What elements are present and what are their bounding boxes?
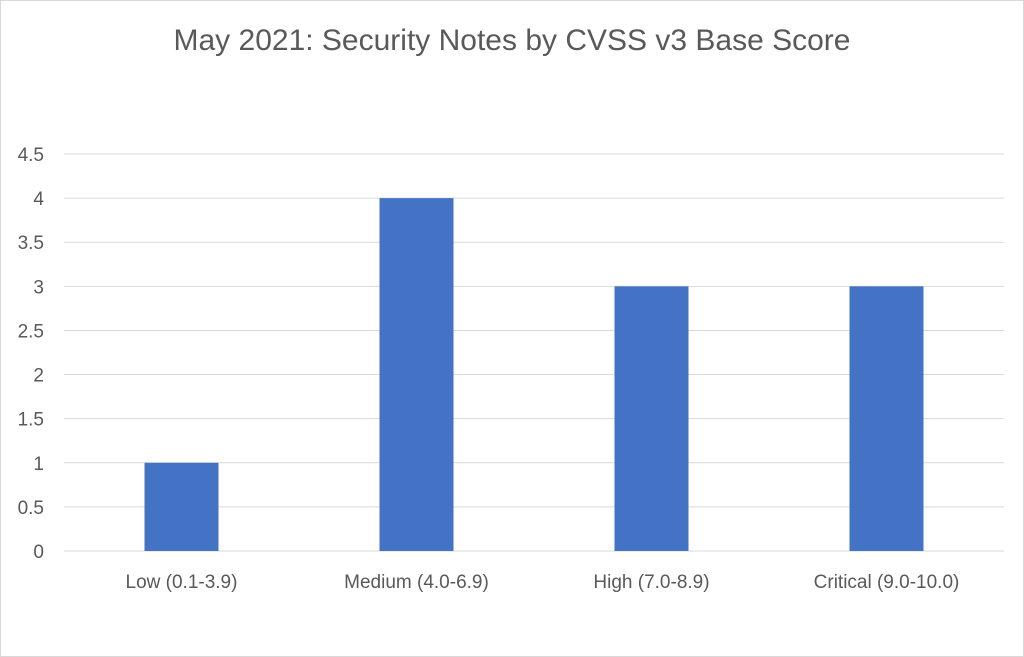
y-tick-label: 0 <box>33 542 44 563</box>
y-tick-label: 4.5 <box>18 145 44 166</box>
y-tick-label: 2 <box>33 366 44 387</box>
bar <box>144 462 219 551</box>
y-tick-label: 4 <box>33 189 44 210</box>
y-tick-label: 2.5 <box>18 321 44 342</box>
y-tick-label: 3.5 <box>18 233 44 254</box>
chart-title: May 2021: Security Notes by CVSS v3 Base… <box>173 24 851 57</box>
bar <box>849 286 924 551</box>
x-tick-label: High (7.0-8.9) <box>593 572 709 593</box>
x-tick-label: Low (0.1-3.9) <box>126 572 238 593</box>
bar <box>379 198 454 551</box>
y-tick-label: 0.5 <box>18 498 44 519</box>
y-tick-label: 3 <box>33 277 44 298</box>
x-tick-label: Medium (4.0-6.9) <box>344 572 489 593</box>
x-tick-label: Critical (9.0-10.0) <box>814 572 960 593</box>
y-tick-label: 1.5 <box>18 410 44 431</box>
y-tick-label: 1 <box>33 454 44 475</box>
bar <box>614 286 689 551</box>
